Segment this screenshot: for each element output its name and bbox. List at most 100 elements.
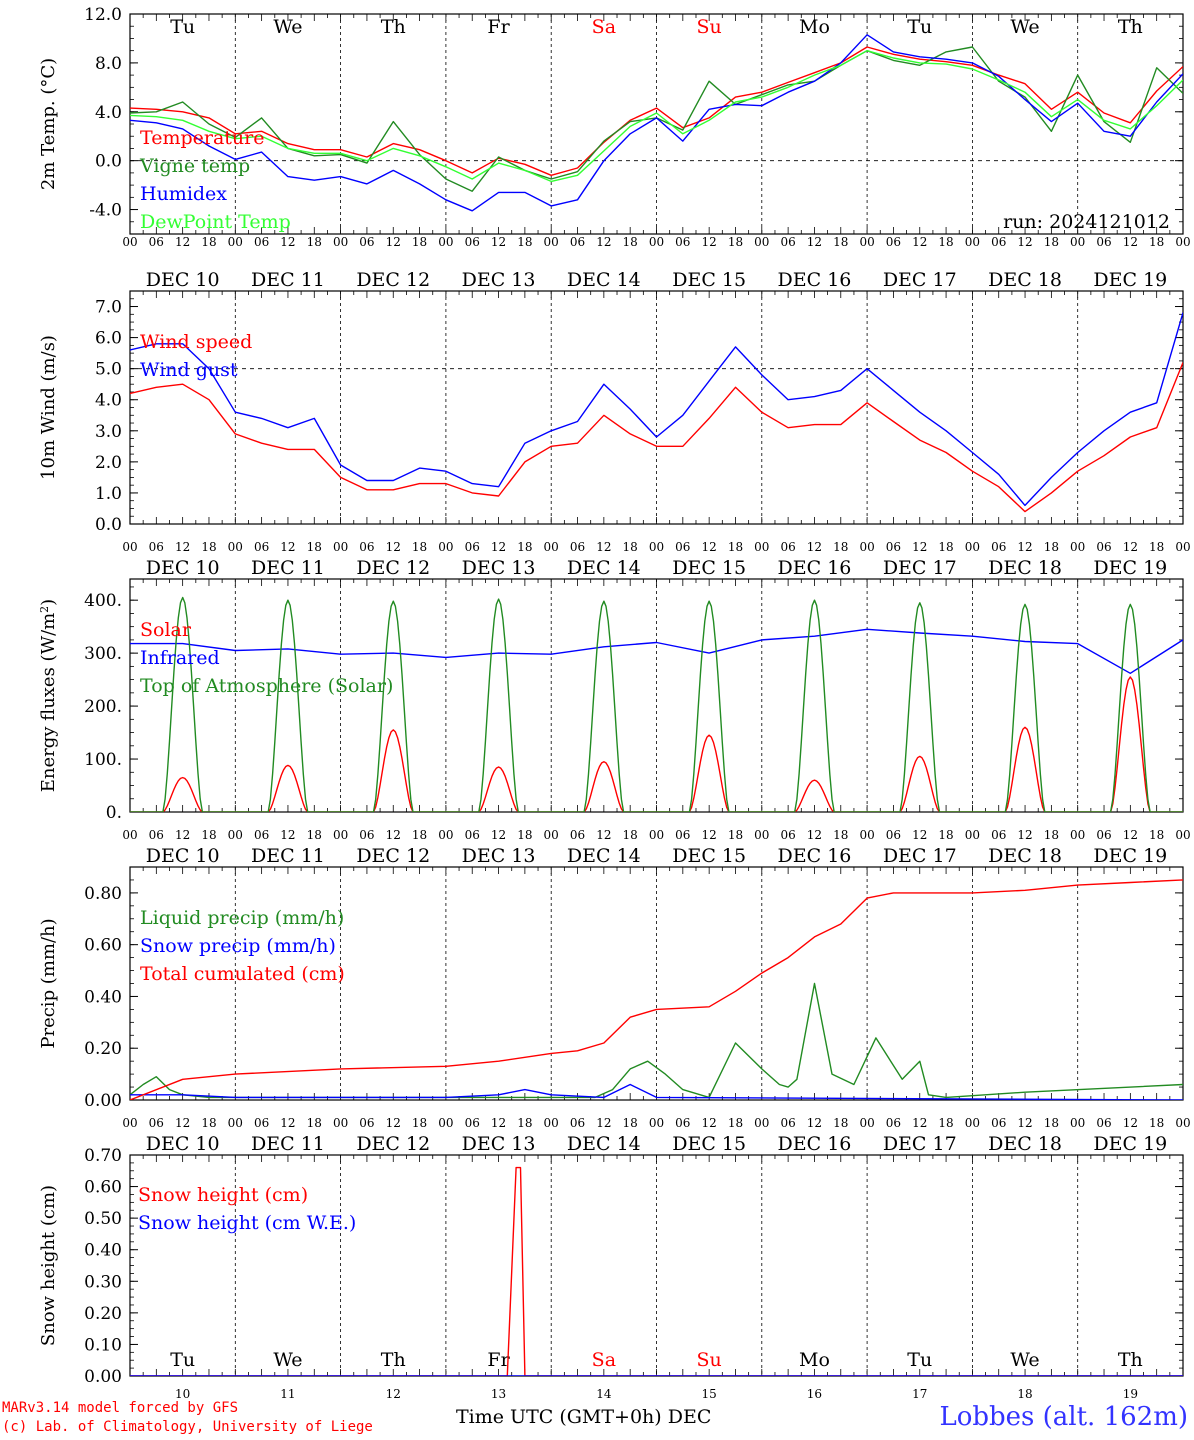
hour-tick-label: 12	[702, 828, 717, 842]
y-tick-label: 0.70	[84, 1146, 122, 1166]
hour-tick-label: 18	[517, 1116, 532, 1130]
hour-tick-label: 00	[544, 235, 559, 249]
day-number-label: 12	[386, 1387, 401, 1400]
date-label: DEC 15	[672, 557, 746, 579]
hour-tick-label: 18	[201, 1116, 216, 1130]
hour-tick-label: 00	[1175, 828, 1190, 842]
date-label: DEC 12	[356, 557, 430, 579]
hour-tick-label: 00	[438, 1116, 453, 1130]
hour-tick-label: 00	[544, 828, 559, 842]
hour-tick-label: 18	[307, 1116, 322, 1130]
hour-tick-label: 06	[886, 1116, 901, 1130]
hour-tick-label: 18	[623, 1116, 638, 1130]
hour-tick-label: 12	[175, 1116, 190, 1130]
hour-tick-label: 12	[596, 540, 611, 554]
panel-4: 0.00 0.20 0.40 0.60 0.80 Precip (mm/h) 00 06 12 1…	[38, 866, 1191, 1155]
series-line-temperature	[130, 46, 1183, 177]
legend-entry: Humidex	[140, 183, 227, 205]
y-tick-label: -4.0	[89, 201, 122, 221]
date-label: DEC 11	[251, 1133, 325, 1155]
hour-tick-label: 12	[175, 235, 190, 249]
hour-tick-label: 06	[675, 1116, 690, 1130]
hour-tick-label: 06	[570, 235, 585, 249]
hour-tick-label: 06	[149, 540, 164, 554]
hour-tick-label: 00	[438, 235, 453, 249]
hour-tick-label: 18	[201, 828, 216, 842]
date-label: DEC 12	[356, 269, 430, 291]
weekday-label: Sa	[592, 1349, 616, 1371]
legend-entry: DewPoint Temp	[140, 211, 291, 233]
hour-tick-label: 12	[175, 540, 190, 554]
hour-tick-label: 18	[1044, 1116, 1059, 1130]
hour-tick-label: 12	[280, 540, 295, 554]
hour-tick-label: 12	[175, 828, 190, 842]
hour-tick-label: 06	[780, 540, 795, 554]
series-line-wind-gust	[130, 312, 1183, 507]
date-label: DEC 18	[988, 557, 1062, 579]
hour-tick-label: 06	[991, 1116, 1006, 1130]
hour-tick-label: 00	[333, 235, 348, 249]
date-label: DEC 13	[462, 557, 536, 579]
hour-tick-label: 00	[1070, 828, 1085, 842]
hour-tick-label: 00	[965, 1116, 980, 1130]
series-line-dewpoint-temp	[130, 50, 1183, 183]
hour-tick-label: 12	[280, 235, 295, 249]
y-tick-label: 0.20	[84, 1039, 122, 1059]
date-label: DEC 16	[778, 1133, 852, 1155]
legend-entry: Solar	[140, 619, 192, 641]
y-axis-label: Precip (mm/h)	[38, 918, 59, 1048]
series-line-snow-height-cm	[130, 1166, 1183, 1376]
hour-tick-label: 00	[649, 828, 664, 842]
hour-tick-label: 18	[412, 828, 427, 842]
hour-tick-label: 18	[623, 235, 638, 249]
weekday-label: Mo	[799, 1349, 830, 1371]
weekday-label: We	[273, 1349, 302, 1371]
day-number-label: 10	[175, 1387, 190, 1400]
panel-1: -4.0 0.0 4.0 8.0 12.0 2m Temp. (°C) 00 06 12 18 00…	[38, 5, 1191, 291]
hour-tick-label: 12	[491, 828, 506, 842]
hour-tick-label: 18	[623, 540, 638, 554]
hour-tick-label: 06	[675, 235, 690, 249]
hour-tick-label: 12	[491, 1116, 506, 1130]
hour-tick-label: 06	[149, 235, 164, 249]
legend-entry: Snow height (cm W.E.)	[138, 1212, 356, 1234]
y-tick-label: 0.30	[84, 1272, 122, 1292]
date-label: DEC 19	[1093, 557, 1167, 579]
hour-tick-label: 06	[359, 235, 374, 249]
panel-5: 0.00 0.10 0.20 0.30 0.40 0.50 0.60 0.70 Snow hei…	[38, 1146, 1184, 1400]
hour-tick-label: 18	[1149, 828, 1164, 842]
date-label: DEC 14	[567, 845, 641, 867]
hour-tick-label: 12	[491, 540, 506, 554]
y-tick-label: 0.0	[95, 152, 122, 172]
y-tick-label: 400.	[84, 591, 122, 611]
station-name: Lobbes (alt. 162m)	[939, 1402, 1188, 1432]
hour-tick-label: 18	[623, 828, 638, 842]
hour-tick-label: 12	[1017, 235, 1032, 249]
hour-tick-label: 06	[1096, 1116, 1111, 1130]
hour-tick-label: 12	[702, 235, 717, 249]
hour-tick-label: 18	[1044, 235, 1059, 249]
day-number-label: 14	[596, 1387, 612, 1400]
hour-tick-label: 00	[649, 235, 664, 249]
hour-tick-label: 06	[149, 1116, 164, 1130]
hour-tick-label: 18	[1044, 828, 1059, 842]
date-label: DEC 18	[988, 845, 1062, 867]
hour-tick-label: 06	[359, 828, 374, 842]
hour-tick-label: 06	[465, 235, 480, 249]
y-tick-label: 0.60	[84, 1178, 122, 1198]
date-label: DEC 13	[462, 845, 536, 867]
hour-tick-label: 12	[596, 828, 611, 842]
y-axis-label: Snow height (cm)	[38, 1185, 59, 1346]
hour-tick-label: 06	[1096, 540, 1111, 554]
hour-tick-label: 00	[1070, 540, 1085, 554]
hour-tick-label: 00	[1070, 235, 1085, 249]
y-tick-label: 0.0	[95, 515, 122, 535]
hour-tick-label: 12	[807, 235, 822, 249]
day-number-label: 16	[807, 1387, 822, 1400]
hour-tick-label: 00	[859, 540, 874, 554]
y-tick-label: 6.0	[95, 329, 122, 349]
hour-tick-label: 12	[386, 235, 401, 249]
hour-tick-label: 12	[491, 235, 506, 249]
hour-tick-label: 00	[649, 540, 664, 554]
hour-tick-label: 00	[333, 828, 348, 842]
